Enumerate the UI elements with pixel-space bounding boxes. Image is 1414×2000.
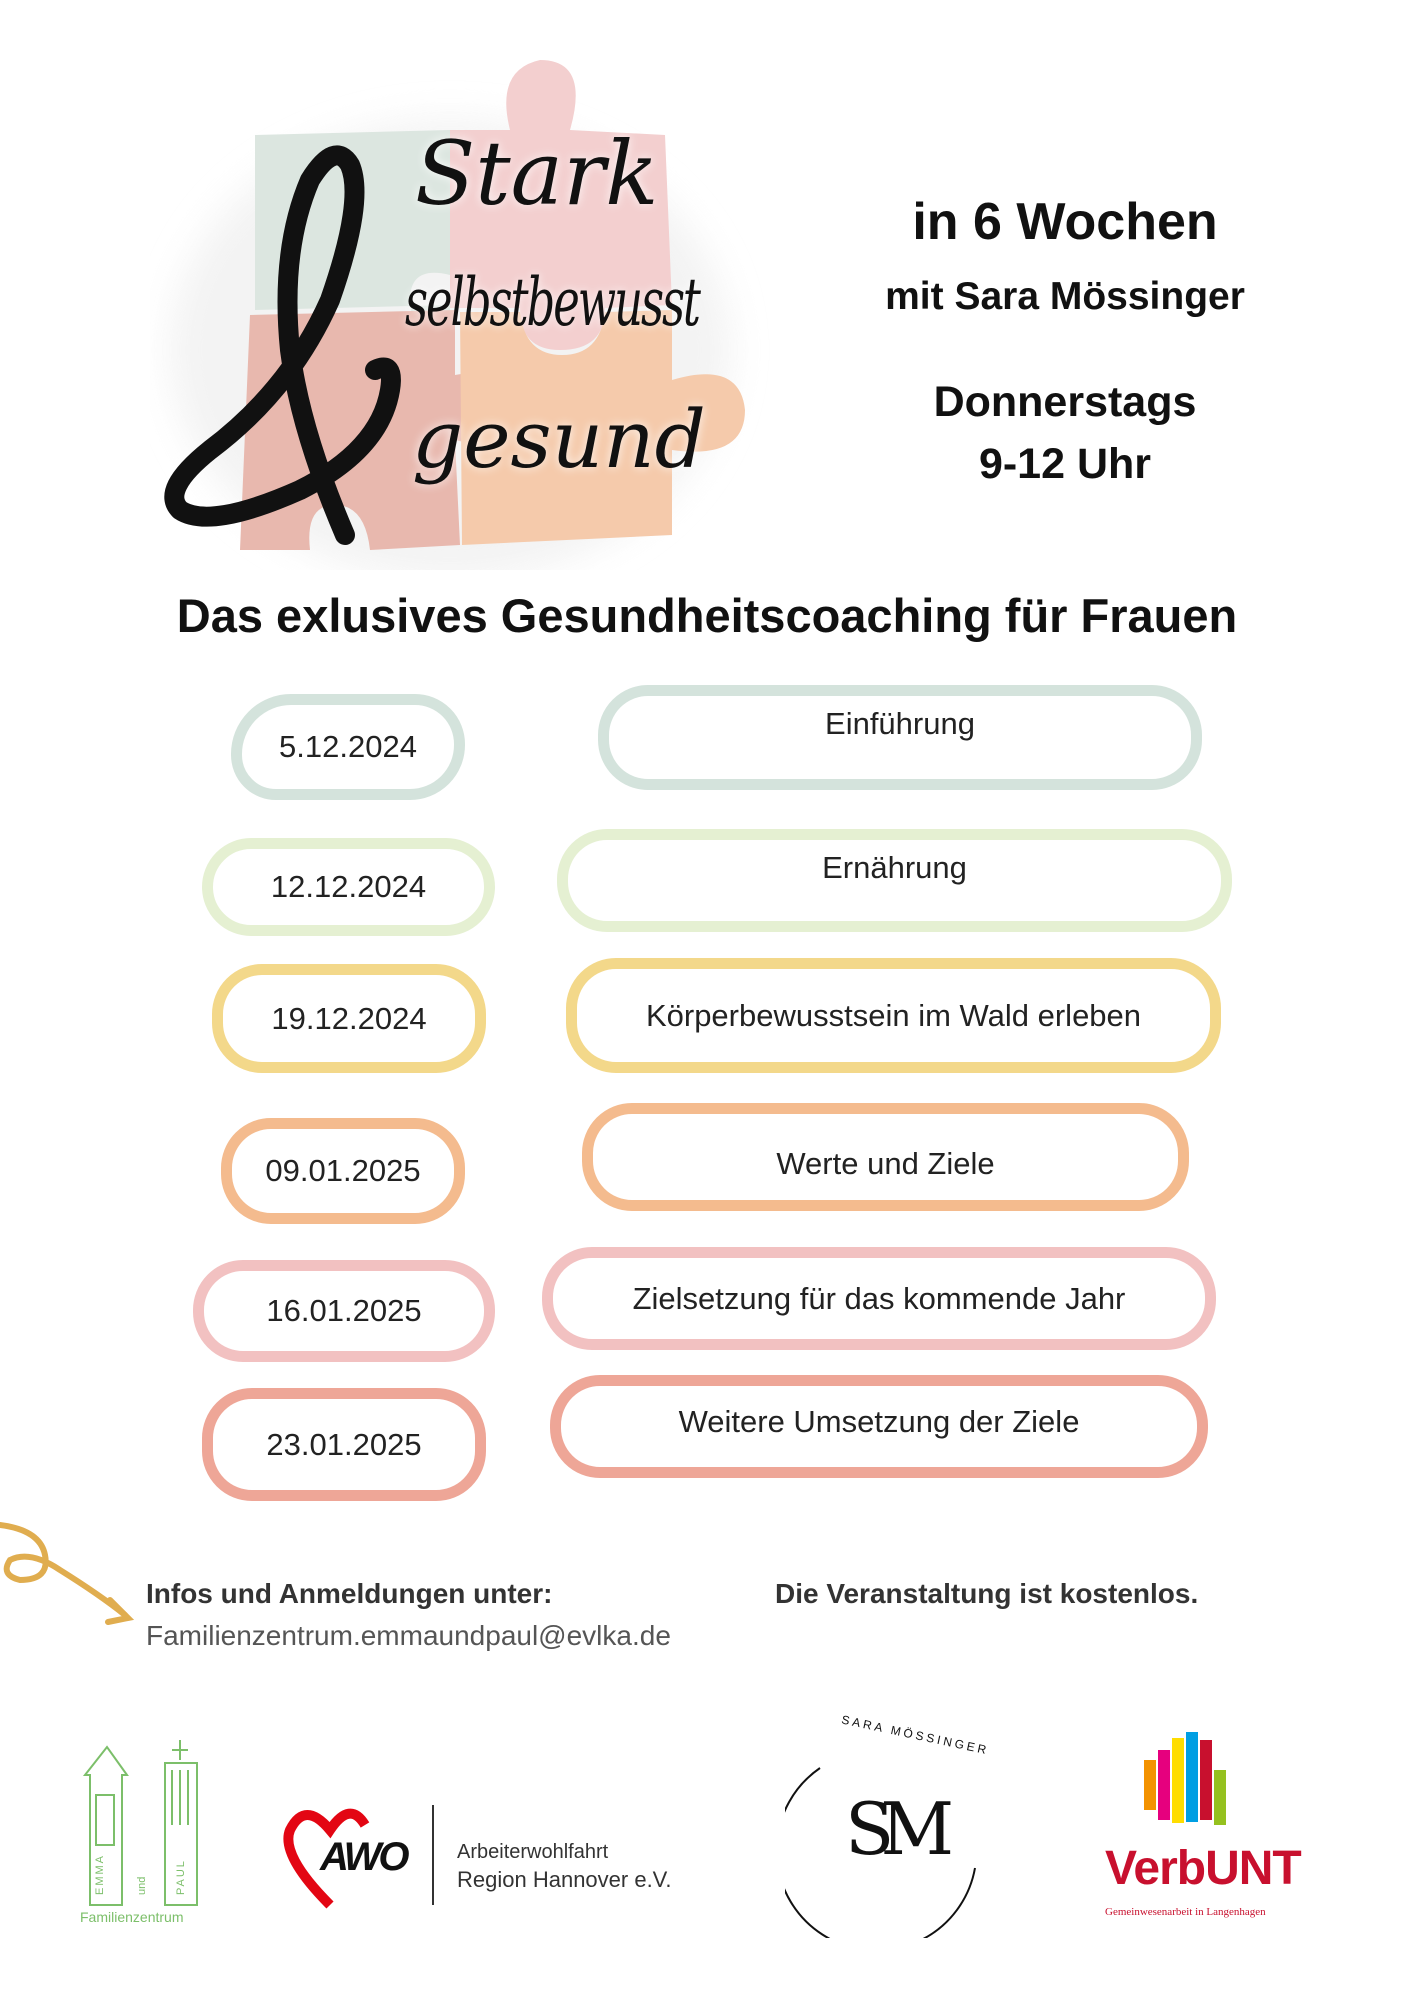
puzzle-piece-pink	[450, 60, 672, 350]
coach-text: mit Sara Mössinger	[885, 275, 1245, 318]
cost-note: Die Veranstaltung ist kostenlos.	[775, 1578, 1199, 1609]
session-date: 5.12.2024	[231, 694, 465, 800]
day-text: Donnerstags	[933, 378, 1197, 426]
awo-divider	[432, 1805, 434, 1905]
title-logo: Stark selbstbewusst gesund	[150, 50, 830, 570]
session-date: 09.01.2025	[221, 1118, 465, 1224]
verbunt-name: VerbUNT	[1105, 1842, 1302, 1895]
logo-verbunt: VerbUNT Gemeinwesenarbeit in Langenhagen	[1100, 1730, 1320, 1930]
session-date: 16.01.2025	[193, 1260, 495, 1362]
paul-text: PAUL	[175, 1859, 187, 1895]
info-label: Infos und Anmeldungen unter:	[146, 1578, 553, 1609]
emma-text: EMMA	[94, 1854, 106, 1895]
logo-word-gesund: gesund	[412, 393, 706, 486]
sara-circle-icon	[785, 1767, 976, 1938]
headline: Das exlusives Gesundheitscoaching für Fr…	[176, 589, 1238, 642]
church-towers-icon	[82, 1740, 198, 1906]
session-date: 19.12.2024	[212, 964, 486, 1073]
verbunt-tagline: Gemeinwesenarbeit in Langenhagen	[1105, 1906, 1266, 1918]
und-text: und	[136, 1876, 148, 1895]
awo-mark: AWO	[320, 1835, 410, 1879]
puzzle-graphic	[164, 60, 745, 570]
logo-word-selbstbewusst: selbstbewusst	[405, 264, 701, 341]
logo-word-stark: Stark	[415, 122, 659, 225]
colorful-hand-icon	[1144, 1732, 1226, 1825]
awo-line1: Arbeiterwohlfahrt	[457, 1841, 609, 1863]
session-topic: Körperbewusstsein im Wald erleben	[566, 958, 1221, 1073]
duration-text: in 6 Wochen	[912, 193, 1218, 251]
logo-sara-moessinger: SARA MÖSSINGER SM	[785, 1712, 1005, 1938]
session-topic: Einführung	[598, 685, 1202, 790]
familienzentrum-text: Familienzentrum	[80, 1909, 184, 1925]
time-text: 9-12 Uhr	[978, 440, 1152, 488]
logo-ampersand-icon	[164, 145, 401, 545]
logo-awo: AWO Arbeiterwohlfahrt Region Hannover e.…	[280, 1805, 720, 1915]
puzzle-piece-peach	[460, 310, 745, 545]
session-topic: Ernährung	[557, 829, 1232, 932]
sara-monogram: SM	[845, 1787, 954, 1871]
awo-line2: Region Hannover e.V.	[457, 1867, 672, 1892]
session-topic: Zielsetzung für das kommende Jahr	[542, 1247, 1216, 1350]
curly-arrow-icon	[0, 1522, 135, 1625]
awo-heart-icon	[283, 1808, 370, 1909]
session-topic: Werte und Ziele	[582, 1103, 1189, 1211]
session-topic: Weitere Umsetzung der Ziele	[550, 1375, 1208, 1478]
session-date: 12.12.2024	[202, 838, 495, 936]
contact-email[interactable]: Familienzentrum.emmaundpaul@evlka.de	[146, 1620, 671, 1651]
session-date: 23.01.2025	[202, 1388, 486, 1501]
logo-emma-paul: EMMA und PAUL Familienzentrum	[80, 1735, 210, 1925]
